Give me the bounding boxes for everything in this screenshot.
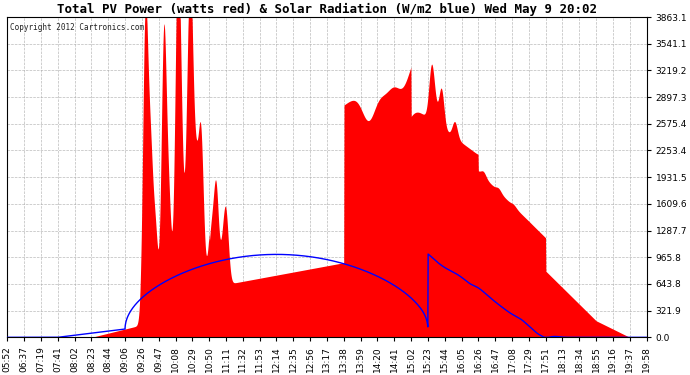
Title: Total PV Power (watts red) & Solar Radiation (W/m2 blue) Wed May 9 20:02: Total PV Power (watts red) & Solar Radia… <box>57 3 597 16</box>
Text: Copyright 2012 Cartronics.com: Copyright 2012 Cartronics.com <box>10 23 145 32</box>
